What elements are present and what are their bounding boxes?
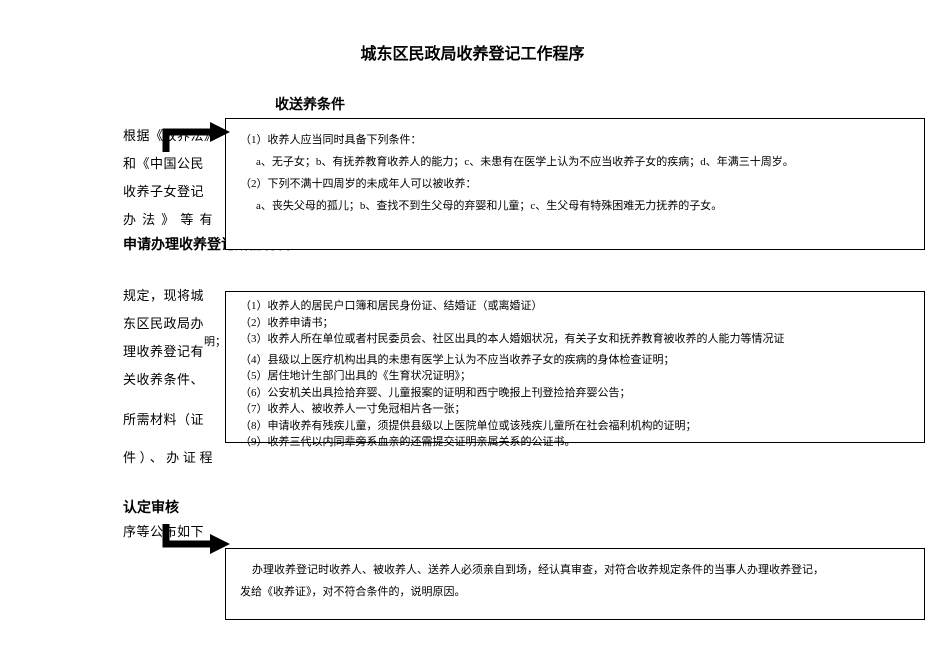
conditions-box: （1）收养人应当同时具备下列条件： a、无子女；b、有抚养教育收养人的能力；c、…	[225, 118, 925, 250]
box2-line-2: （2）收养申请书；	[240, 315, 910, 332]
box1-line-4: a、丧失父母的孤儿；b、查找不到生父母的弃婴和儿童；c、生父母有特殊困难无力抚养…	[240, 195, 910, 217]
box1-line-3: （2）下列不满十四周岁的未成年人可以被收养：	[240, 173, 910, 195]
left-text-line-1: 根据《收养法》	[123, 122, 233, 151]
left-text-line-5: 规定，现将城	[123, 282, 233, 311]
box2-line-4: （4）县级以上医疗机构出具的未患有医学上认为不应当收养子女的疾病的身体检查证明；	[240, 352, 910, 369]
box2-line-1: （1）收养人的居民户口簿和居民身份证、结婚证（或离婚证）	[240, 298, 910, 315]
box3-line-2: 发给《收养证》，对不符合条件的，说明原因。	[240, 581, 910, 603]
left-text-line-4: 办法》等有	[123, 206, 213, 235]
box2-side-label: 明；	[204, 333, 226, 349]
left-text-line-8: 关收养条件、	[123, 366, 233, 395]
box1-line-1: （1）收养人应当同时具备下列条件：	[240, 129, 910, 151]
left-text-line-2: 和《中国公民	[123, 150, 233, 179]
left-text-line-9: 所需材料（证	[123, 406, 233, 435]
left-text-line-11: 序等公布如下	[123, 518, 233, 547]
box2-line-5: （5）居住地计生部门出具的《生育状况证明》；	[240, 368, 910, 385]
section-header-review: 认定审核	[123, 497, 179, 517]
left-text-line-10: 件）、办证程	[123, 444, 213, 473]
left-text-line-3: 收养子女登记	[123, 178, 233, 207]
box2-line-7: （7）收养人、被收养人一寸免冠相片各一张；	[240, 401, 910, 418]
box2-line-9: （9）收养三代以内同辈旁系血亲的还需提交证明亲属关系的公证书。	[240, 434, 910, 451]
box3-line-1: 办理收养登记时收养人、被收养人、送养人必须亲自到场，经认真审查，对符合收养规定条…	[240, 559, 910, 581]
box1-line-2: a、无子女；b、有抚养教育收养人的能力；c、未患有在医学上认为不应当收养子女的疾…	[240, 151, 910, 173]
box2-line-8: （8）申请收养有残疾儿童，须提供县级以上医院单位或该残疾儿童所在社会福利机构的证…	[240, 418, 910, 435]
page-title: 城东区民政局收养登记工作程序	[0, 40, 945, 64]
section-header-conditions: 收送养条件	[275, 94, 345, 114]
box2-line-6: （6）公安机关出具捡拾弃婴、儿童报案的证明和西宁晚报上刊登捡拾弃婴公告；	[240, 385, 910, 402]
box2-line-3: （3）收养人所在单位或者村民委员会、社区出具的本人婚姻状况，有关子女和抚养教育被…	[240, 331, 910, 348]
review-box: 办理收养登记时收养人、被收养人、送养人必须亲自到场，经认真审查，对符合收养规定条…	[225, 548, 925, 620]
materials-box: （1）收养人的居民户口簿和居民身份证、结婚证（或离婚证） （2）收养申请书； （…	[225, 291, 925, 443]
